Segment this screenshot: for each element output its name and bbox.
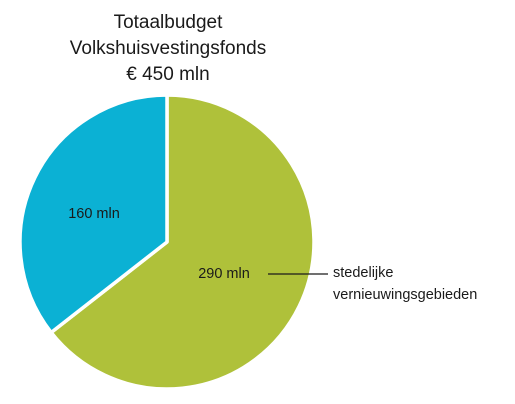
slice-label-160: 160 mln (68, 206, 120, 222)
pie-slice-160 (18, 93, 169, 335)
pie-slice-290 (49, 93, 316, 391)
title-line-2: Volkshuisvestingsfonds (69, 38, 267, 59)
slice-label-290: 290 mln (198, 266, 250, 282)
slice-annotation: stedelijke vernieuwingsgebieden (333, 262, 477, 306)
annotation-line-1: stedelijke (333, 265, 394, 281)
title-line-1: Totaalbudget (113, 12, 223, 33)
chart-title: Totaalbudget Volkshuisvestingsfonds € 45… (38, 10, 298, 88)
title-line-3: € 450 mln (126, 64, 210, 85)
annotation-line-2: vernieuwingsgebieden (333, 287, 478, 303)
